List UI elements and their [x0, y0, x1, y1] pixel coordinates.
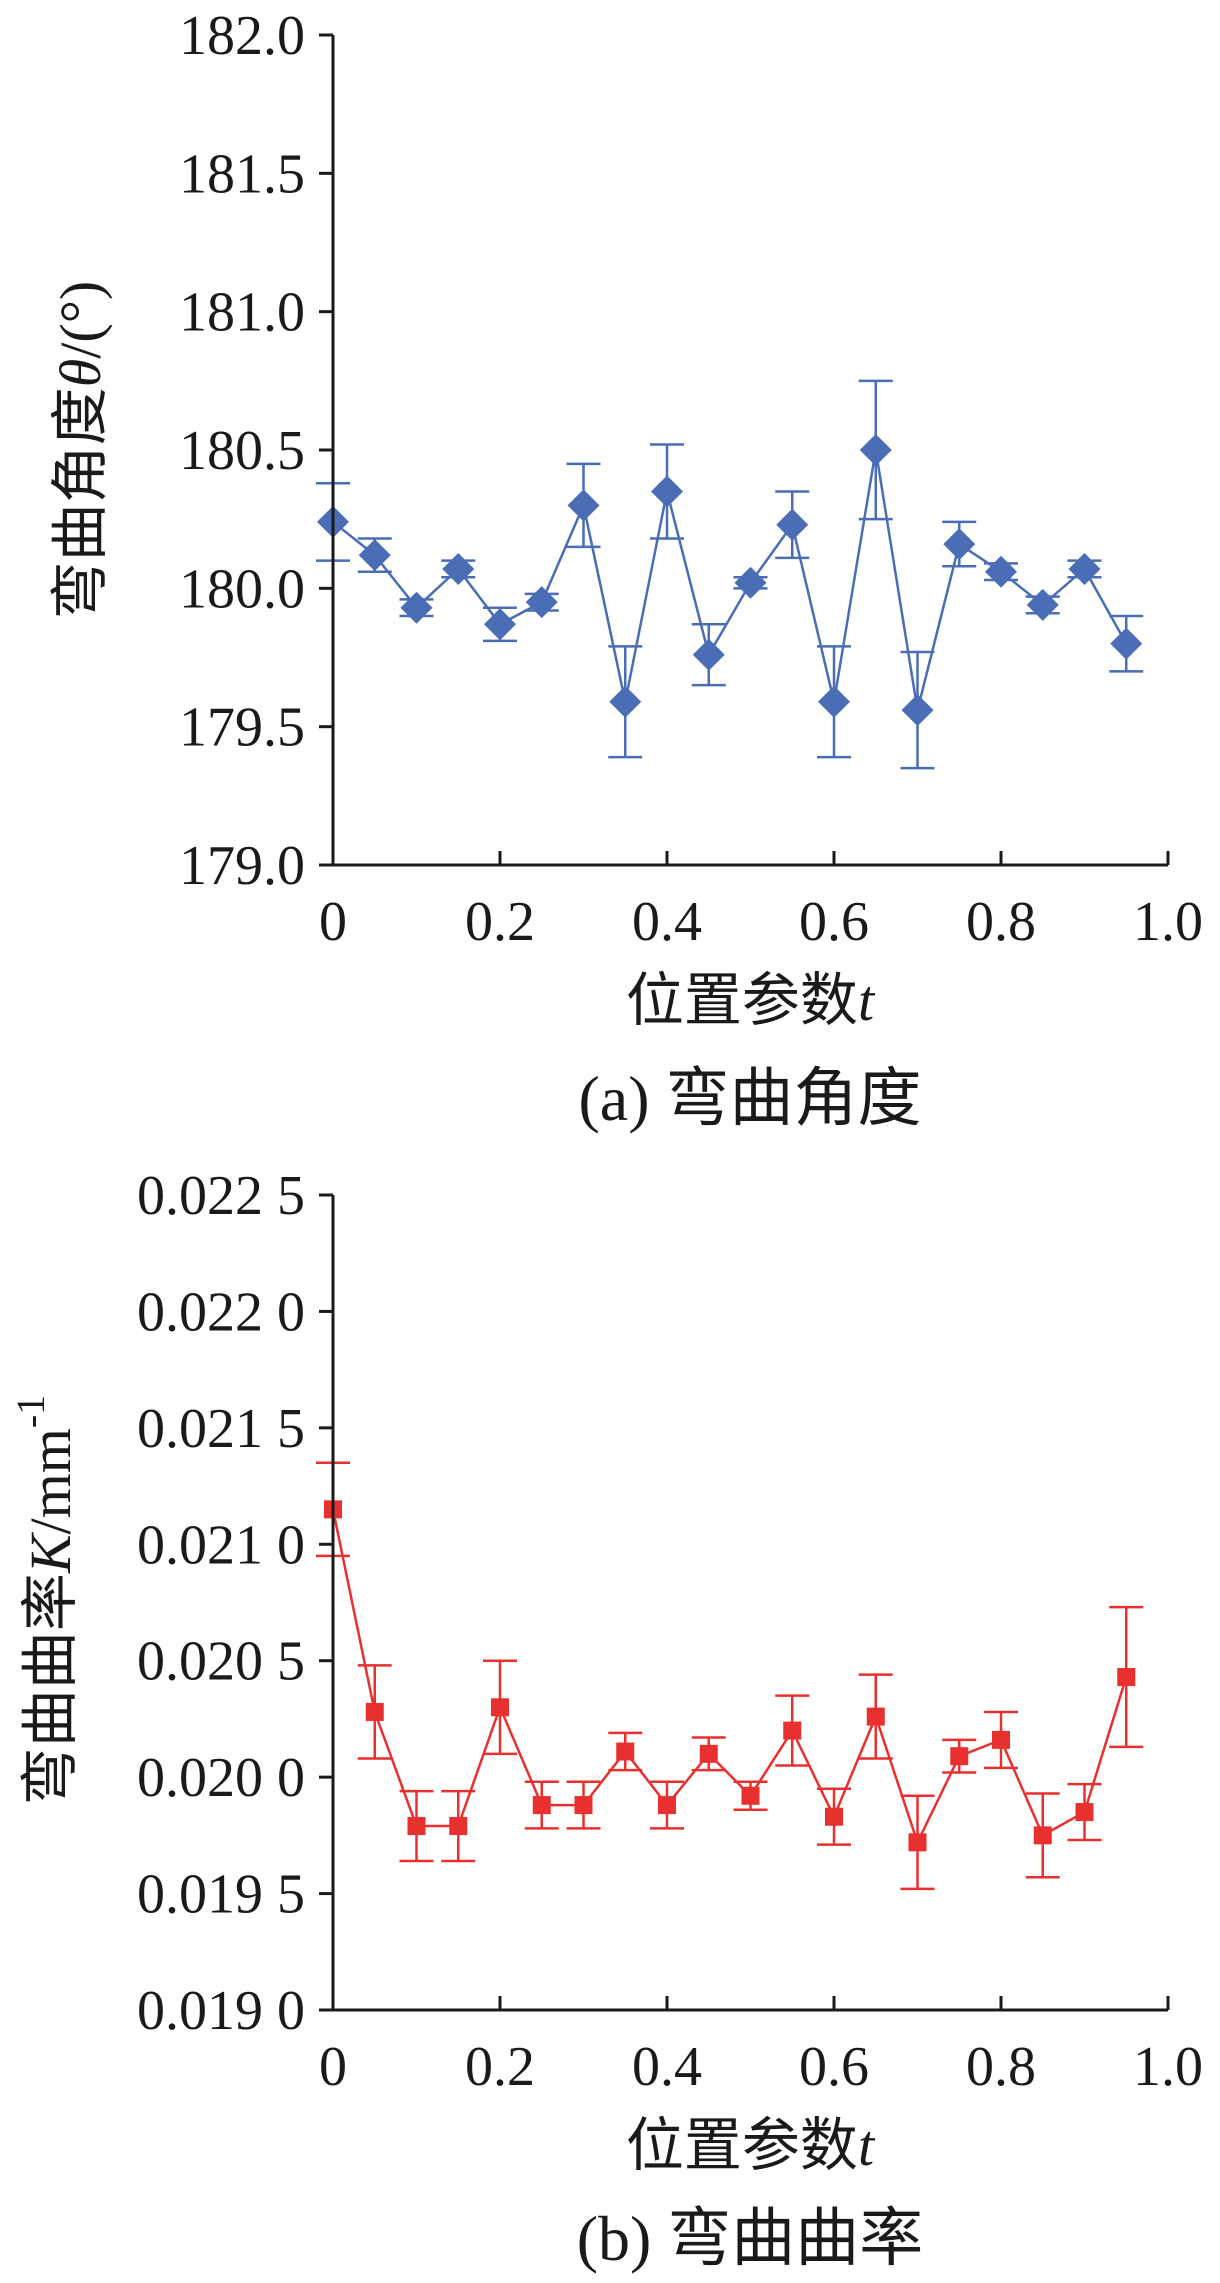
- panel-a-y-tick-label: 182.0: [179, 5, 305, 67]
- panel-a-y-tick-label: 180.5: [179, 420, 305, 482]
- panel-b-xlabel: 位置参数t: [626, 2113, 876, 2178]
- panel-b-x-tick-label: 1.0: [1133, 2036, 1203, 2098]
- panel-b-y-tick-label: 0.019 0: [137, 1980, 305, 2042]
- panel-b-y-tick-label: 0.020 5: [137, 1631, 305, 1693]
- panel-b-data-point: [783, 1721, 802, 1740]
- panel-a-x-tick-label: 0.2: [465, 891, 535, 953]
- panel-b-data-point: [449, 1817, 468, 1836]
- panel-a-y-tick-label: 180.0: [179, 558, 305, 620]
- panel-b-data-point: [825, 1807, 843, 1826]
- panel-b-caption: (b) 弯曲曲率: [577, 2203, 924, 2274]
- panel-b-data-point: [866, 1707, 885, 1726]
- panel-a-data-point: [442, 552, 475, 585]
- panel-b-data-point: [365, 1702, 384, 1721]
- panel-a-data-point: [1026, 588, 1059, 621]
- panel-b-data-point: [1117, 1668, 1136, 1687]
- panel-b-y-tick-label: 0.019 5: [137, 1864, 305, 1926]
- panel-b-data-point: [616, 1742, 635, 1761]
- panel-b-data-point: [491, 1698, 509, 1717]
- panel-b-data-point: [1075, 1803, 1094, 1822]
- panel-a-ticks: 179.0 179.5 180.0 180.5 181.0 181.5 182.0 0 0.2 0…: [179, 5, 1203, 953]
- panel-a-data-point: [525, 586, 558, 619]
- panel-a-y-tick-label: 179.0: [179, 835, 305, 897]
- panel-b-y-tick-label: 0.022 5: [137, 1165, 305, 1227]
- panel-a-data-point: [400, 591, 433, 624]
- panel-a-data-point: [818, 685, 850, 718]
- panel-b-data-point: [908, 1833, 927, 1852]
- panel-a-x-tick-label: 1.0: [1133, 891, 1203, 953]
- panel-a-xlabel: 位置参数t: [626, 968, 876, 1033]
- panel-a-x-tick-label: 0.6: [799, 891, 869, 953]
- panel-b-x-tick-label: 0.8: [966, 2036, 1036, 2098]
- panel-a-data-point: [985, 555, 1017, 588]
- panel-a-data-point: [484, 608, 516, 641]
- panel-b-y-tick-label: 0.022 0: [137, 1281, 305, 1343]
- panel-a-data-point: [776, 508, 809, 541]
- panel-a-x-tick-label: 0.4: [632, 891, 702, 953]
- panel-b-data-marks: [316, 1461, 1144, 1891]
- panel-a-y-tick-label: 181.0: [179, 282, 305, 344]
- panel-b-x-tick-label: 0.4: [632, 2036, 702, 2098]
- panel-b-data-point: [574, 1796, 593, 1815]
- panel-a-data-point: [609, 685, 642, 718]
- panel-b-series-line: [331, 1509, 1128, 1846]
- panel-b-x-tick-label: 0: [319, 2036, 347, 2098]
- panel-a-y-tick-label: 181.5: [179, 143, 305, 205]
- panel-a-data-point: [901, 694, 934, 727]
- panel-a-data-point: [358, 539, 391, 572]
- panel-a-caption: (a) 弯曲角度: [578, 1063, 921, 1134]
- panel-b-data-point: [532, 1796, 551, 1815]
- panel-a-data-point: [1068, 552, 1101, 585]
- panel-b-data-point: [658, 1796, 676, 1815]
- panel-a-data-marks: [316, 379, 1144, 770]
- panel-b-ticks: 0.019 0 0.019 5 0.020 0 0.020 5 0.021 0 0.021…: [137, 1165, 1203, 2098]
- panel-b-data-point: [407, 1817, 426, 1836]
- panel-b-data-point: [1033, 1826, 1052, 1845]
- panel-a-data-point: [1110, 627, 1143, 660]
- panel-b-x-tick-label: 0.6: [799, 2036, 869, 2098]
- panel-b-data-point: [992, 1730, 1010, 1749]
- panel-a-data-point: [943, 528, 976, 561]
- panel-a-data-point: [651, 475, 683, 508]
- panel-a-data-point: [734, 566, 767, 599]
- panel-b-data-point: [741, 1786, 760, 1805]
- panel-a-data-point: [692, 638, 725, 671]
- panel-b-data-point: [699, 1744, 718, 1763]
- panel-a-bend-angle: 179.0 179.5 180.0 180.5 181.0 181.5 182.0 0 0.2 0…: [48, 5, 1203, 1134]
- panel-b-bend-curvature: 0.019 0 0.019 5 0.020 0 0.020 5 0.021 0 0.021…: [8, 1165, 1203, 2274]
- panel-b-y-tick-label: 0.020 0: [137, 1747, 305, 1809]
- panel-a-x-tick-label: 0.8: [966, 891, 1036, 953]
- panel-b-y-tick-label: 0.021 0: [137, 1514, 305, 1576]
- panel-a-data-point: [567, 489, 600, 522]
- panel-a-ylabel: 弯曲角度θ/(°): [48, 281, 113, 619]
- panel-a-data-point: [859, 434, 892, 466]
- panel-b-y-tick-label: 0.021 5: [137, 1398, 305, 1460]
- panel-b-data-point: [950, 1747, 969, 1766]
- panel-a-y-tick-label: 179.5: [179, 697, 305, 759]
- panel-b-x-tick-label: 0.2: [465, 2036, 535, 2098]
- panel-a-x-tick-label: 0: [319, 891, 347, 953]
- panel-b-ylabel: 弯曲曲率K/mm-1: [8, 1395, 83, 1805]
